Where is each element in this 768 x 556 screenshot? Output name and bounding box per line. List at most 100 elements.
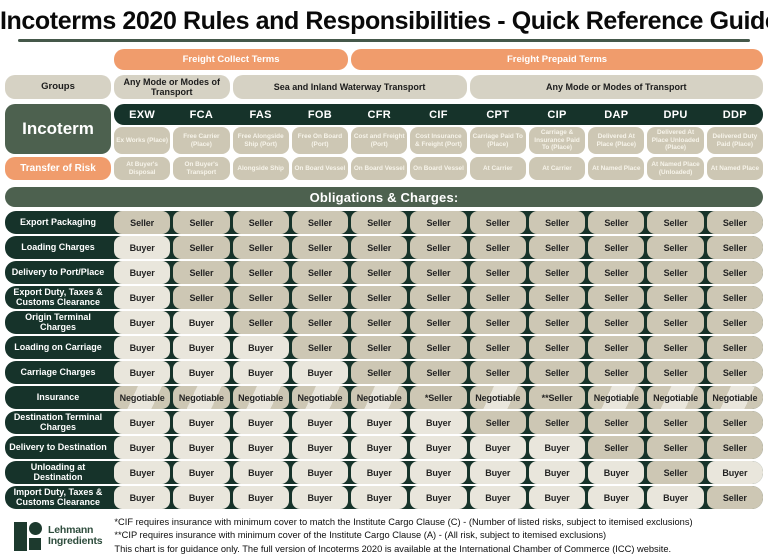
obligation-cell-FCA: Seller (173, 236, 230, 259)
obligation-cell-FAS: Seller (232, 261, 289, 284)
incoterm-label: Incoterm (5, 104, 111, 154)
obligation-cell-FCA: Buyer (173, 361, 230, 384)
obligation-cell-DDP: Seller (706, 311, 763, 334)
obligation-row: Unloading at Destination Buyer Buyer Buyer B… (5, 461, 763, 484)
row-label: Export Duty, Taxes & Customs Clearance (13, 286, 103, 307)
obligation-cell-CFR: Buyer (351, 486, 408, 509)
obligation-cell-DDP: Seller (706, 436, 763, 459)
obligation-cell-CFR: Seller (351, 211, 408, 234)
row-label: Destination Terminal Charges (13, 411, 103, 432)
obligation-cell-DPU: Negotiable (647, 386, 704, 409)
incoterm-code-CFR: CFR (367, 108, 391, 121)
obligation-cell-CPT: Buyer (469, 461, 526, 484)
obligation-cell-CIP: Seller (528, 411, 586, 434)
obligation-cell-EXW: Buyer (114, 286, 171, 309)
obligation-cell-DAP: Seller (588, 236, 645, 259)
obligation-cell-EXW: Seller (114, 211, 171, 234)
group-pill-1: Sea and Inland Waterway Transport (232, 75, 467, 99)
obligation-cell-FOB: Seller (291, 236, 349, 259)
obligation-cell-CFR: Seller (351, 236, 408, 259)
obligation-cell-DDP: Seller (706, 211, 763, 234)
obligation-cell-FAS: Buyer (232, 436, 289, 459)
obligation-cell-CPT: Buyer (469, 486, 526, 509)
obligation-cell-DAP: Seller (588, 336, 645, 359)
obligation-cell-DDP: Seller (706, 236, 763, 259)
obligation-cell-CIP: Seller (528, 311, 586, 334)
obligation-cell-CIF: Buyer (410, 436, 467, 459)
obligation-cell-FOB: Seller (291, 311, 349, 334)
obligation-cell-DDP: Seller (706, 286, 763, 309)
incoterm-name-FAS: Free Alongside Ship (Port) (232, 127, 289, 154)
row-label: Insurance (36, 391, 80, 402)
obligation-cell-FAS: Buyer (232, 486, 289, 509)
obligation-cell-EXW: Buyer (114, 261, 171, 284)
risk-pill-CIF: On Board Vessel (410, 157, 467, 180)
obligation-cell-DDP: Buyer (706, 461, 763, 484)
row-label: Delivery to Destination (9, 441, 107, 452)
obligation-cell-CPT: Seller (469, 411, 526, 434)
obligation-cell-CFR: Buyer (351, 461, 408, 484)
obligation-cell-FOB: Seller (291, 336, 349, 359)
row-label: Import Duty, Taxes & Customs Clearance (13, 486, 103, 507)
risk-pill-DPU: At Named Place (Unloaded) (647, 157, 704, 180)
obligations-header: Obligations & Charges: (5, 187, 763, 207)
obligation-cell-FOB: Buyer (291, 486, 349, 509)
obligation-cell-DPU: Seller (647, 461, 704, 484)
row-label: Delivery to Port/Place (11, 266, 105, 277)
incoterm-code-CPT: CPT (486, 108, 510, 121)
obligation-cell-DAP: Seller (588, 411, 645, 434)
incoterm-name-DDP: Delivered Duty Paid (Place) (706, 127, 763, 154)
incoterm-code-FCA: FCA (189, 108, 214, 121)
obligation-cell-FCA: Seller (173, 211, 230, 234)
risk-pill-FAS: Alongside Ship (232, 157, 289, 180)
incoterm-name-CPT: Carriage Paid To (Place) (469, 127, 526, 154)
page-title: Incoterms 2020 Rules and Responsibilitie… (0, 7, 768, 35)
obligation-cell-FAS: Negotiable (232, 386, 289, 409)
obligation-cell-CPT: Negotiable (469, 386, 526, 409)
obligation-cell-DAP: Seller (588, 261, 645, 284)
obligation-cell-FOB: Seller (291, 211, 349, 234)
obligation-cell-FAS: Buyer (232, 461, 289, 484)
risk-pill-CFR: On Board Vessel (351, 157, 408, 180)
obligation-cell-CPT: Seller (469, 261, 526, 284)
logo-text: Lehmann Ingredients (48, 524, 103, 548)
obligation-cell-FOB: Buyer (291, 361, 349, 384)
obligation-cell-CIF: Seller (410, 336, 467, 359)
obligation-row: Insurance Negotiable Negotiable Negotiable N… (5, 386, 763, 409)
obligation-cell-DAP: Buyer (588, 486, 645, 509)
row-label: Loading Charges (21, 241, 95, 252)
obligation-cell-DDP: Seller (706, 261, 763, 284)
obligation-row: Destination Terminal Charges Buyer Buyer Bu… (5, 411, 763, 434)
obligation-cell-DPU: Seller (647, 436, 704, 459)
incoterm-name-FCA: Free Carrier (Place) (173, 127, 230, 154)
incoterm-name-FOB: Free On Board (Port) (291, 127, 349, 154)
transfer-of-risk-band: Transfer of Risk At Buyer's Disposal On B… (5, 157, 763, 180)
groups-band: Groups Any Mode or Modes of Transport Sea… (5, 75, 763, 99)
obligation-cell-FCA: Buyer (173, 461, 230, 484)
obligation-cell-CIF: Seller (410, 361, 467, 384)
obligation-cell-CFR: Seller (351, 336, 408, 359)
row-label: Export Packaging (19, 216, 97, 227)
obligation-cell-DPU: Seller (647, 236, 704, 259)
row-label: Unloading at Destination (30, 461, 86, 482)
obligation-row: Delivery to Destination Buyer Buyer Buyer Bu… (5, 436, 763, 459)
obligation-cell-DPU: Seller (647, 336, 704, 359)
obligation-cell-CIP: Buyer (528, 486, 586, 509)
obligation-row: Carriage Charges Buyer Buyer Buyer Buyer Sell… (5, 361, 763, 384)
obligations-table: Export Packaging Seller Seller Seller Seller… (0, 211, 768, 509)
incoterm-name-DAP: Delivered At Place (Place) (588, 127, 645, 154)
obligation-row: Import Duty, Taxes & Customs Clearance Bu… (5, 486, 763, 509)
risk-pill-EXW: At Buyer's Disposal (114, 157, 171, 180)
footer: Lehmann Ingredients *CIF requires insura… (14, 516, 754, 556)
obligation-cell-CIP: Seller (528, 211, 586, 234)
obligation-cell-CPT: Seller (469, 236, 526, 259)
obligation-cell-CIF: Seller (410, 311, 467, 334)
incoterm-name-DPU: Delivered At Place Unloaded (Place) (647, 127, 704, 154)
obligation-cell-FAS: Buyer (232, 336, 289, 359)
obligation-cell-FOB: Buyer (291, 411, 349, 434)
obligation-cell-CIP: Buyer (528, 461, 586, 484)
obligation-cell-DAP: Seller (588, 361, 645, 384)
obligation-cell-FCA: Buyer (173, 486, 230, 509)
footnote-cip: **CIP requires insurance with minimum co… (114, 530, 607, 541)
obligation-cell-FCA: Seller (173, 286, 230, 309)
